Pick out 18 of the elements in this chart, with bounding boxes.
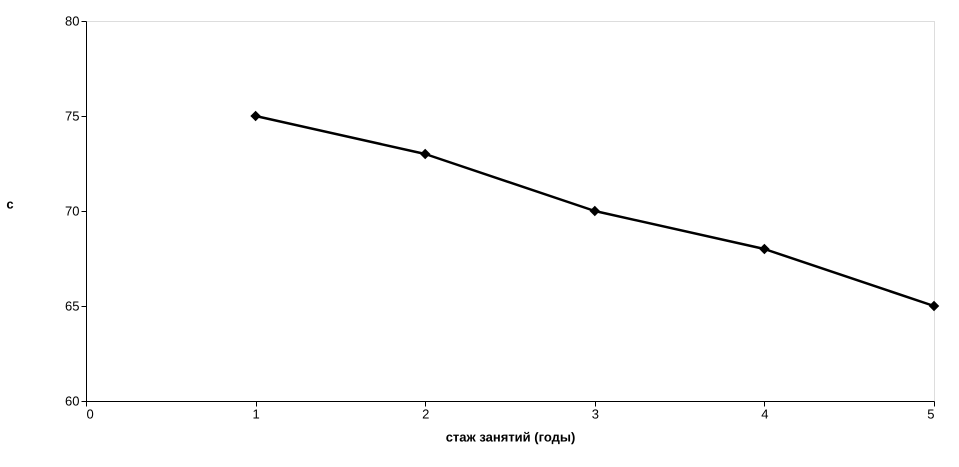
y-tick-label: 70 — [65, 204, 80, 218]
y-tick-label: 65 — [65, 298, 80, 314]
x-tick-label: 3 — [592, 406, 599, 422]
y-tick-label: 60 — [65, 394, 80, 408]
point — [590, 206, 600, 216]
point — [928, 300, 940, 312]
x-tick-label: 4 — [761, 406, 769, 422]
point — [420, 148, 430, 160]
x-tick-label: 1 — [252, 406, 260, 422]
y-axis-title: с — [6, 196, 14, 212]
y-tick-label: 80 — [65, 14, 80, 28]
x-tick-label: 0 — [86, 406, 94, 422]
y-tick-label: 75 — [65, 108, 80, 124]
x-axis-title: стаж занятий (годы) — [446, 430, 576, 444]
x-tick-label: 2 — [422, 406, 430, 422]
point — [250, 110, 261, 122]
point — [759, 244, 770, 254]
x-tick-label: 5 — [927, 406, 934, 422]
